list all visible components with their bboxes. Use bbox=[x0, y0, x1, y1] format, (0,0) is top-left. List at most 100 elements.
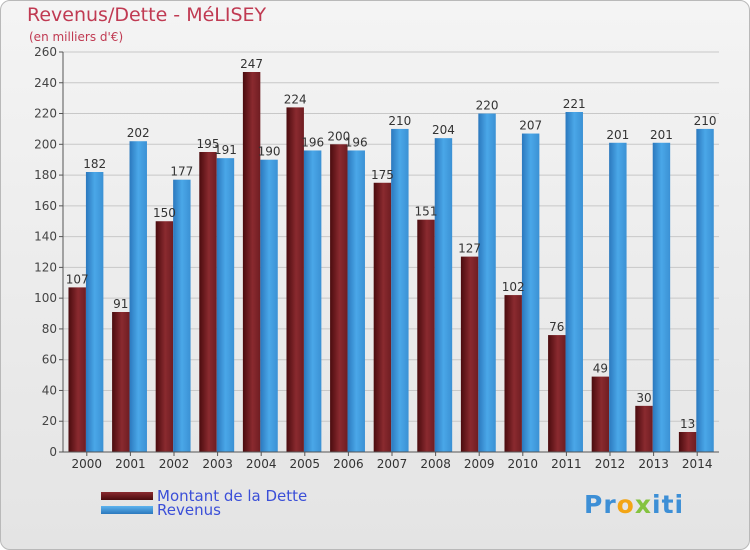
logo-letter: P bbox=[584, 490, 604, 519]
bar-dette bbox=[112, 312, 130, 452]
data-label: 220 bbox=[476, 99, 499, 113]
bar-dette bbox=[548, 335, 566, 452]
data-label: 221 bbox=[563, 97, 586, 111]
bar-revenus bbox=[260, 159, 278, 452]
bar-dette bbox=[635, 405, 653, 452]
data-label: 107 bbox=[66, 272, 89, 286]
x-tick-label: 2014 bbox=[682, 457, 713, 471]
bar-dette bbox=[373, 182, 392, 452]
data-label: 182 bbox=[83, 157, 106, 171]
data-label: 151 bbox=[415, 205, 438, 219]
data-label: 200 bbox=[327, 129, 350, 143]
data-label: 224 bbox=[284, 92, 307, 106]
bars bbox=[68, 72, 714, 453]
logo-letter: i bbox=[652, 490, 662, 519]
data-label: 210 bbox=[694, 114, 717, 128]
x-tick-label: 2000 bbox=[72, 457, 103, 471]
y-tick-label: 240 bbox=[34, 76, 57, 90]
data-label: 175 bbox=[371, 168, 394, 182]
y-tick-label: 260 bbox=[34, 45, 57, 59]
proxiti-logo: Proxiti bbox=[584, 490, 684, 519]
bar-revenus bbox=[565, 112, 583, 452]
bar-dette bbox=[591, 376, 610, 452]
y-tick-label: 220 bbox=[34, 107, 57, 121]
bar-dette bbox=[417, 219, 435, 452]
bar-revenus bbox=[609, 142, 627, 452]
bar-revenus bbox=[129, 141, 147, 452]
chart-title: Revenus/Dette - MéLISEY bbox=[27, 4, 267, 26]
y-tick-label: 180 bbox=[34, 168, 57, 182]
data-label: 91 bbox=[113, 297, 128, 311]
y-axis-ticks: 0 20 40 60 80 100 120 140 160 180 200 220 240 260 bbox=[34, 45, 63, 459]
bar-dette bbox=[68, 287, 86, 452]
data-label: 210 bbox=[388, 114, 411, 128]
x-axis-ticks: 2000 2001 2002 2003 2004 2005 2006 2007 2008 2009… bbox=[72, 452, 713, 471]
bar-revenus bbox=[391, 128, 409, 452]
bar-revenus bbox=[216, 158, 235, 452]
data-label: 196 bbox=[345, 135, 368, 149]
x-tick-label: 2002 bbox=[159, 457, 190, 471]
data-label: 204 bbox=[432, 123, 455, 137]
logo-letter: o bbox=[616, 490, 635, 519]
bar-dette bbox=[504, 295, 522, 452]
x-tick-label: 2001 bbox=[115, 457, 146, 471]
bar-revenus bbox=[303, 150, 322, 452]
data-label: 201 bbox=[606, 128, 629, 142]
data-label: 196 bbox=[301, 135, 324, 149]
data-label: 202 bbox=[127, 126, 150, 140]
data-label: 191 bbox=[214, 143, 237, 157]
logo-letter: r bbox=[603, 490, 617, 519]
bar-revenus bbox=[434, 138, 453, 452]
bar-dette bbox=[199, 152, 217, 452]
x-tick-label: 2008 bbox=[420, 457, 451, 471]
data-label: 207 bbox=[519, 119, 542, 133]
data-label: 177 bbox=[170, 165, 193, 179]
x-tick-label: 2005 bbox=[290, 457, 321, 471]
data-label: 195 bbox=[197, 137, 220, 151]
logo-letter: x bbox=[634, 490, 652, 519]
y-tick-label: 160 bbox=[34, 199, 57, 213]
x-tick-label: 2004 bbox=[246, 457, 277, 471]
bar-dette bbox=[460, 256, 479, 452]
data-label: 30 bbox=[636, 391, 651, 405]
legend-swatch-revenus bbox=[101, 506, 153, 514]
data-label: 76 bbox=[549, 320, 564, 334]
bar-revenus bbox=[85, 172, 104, 452]
data-label: 190 bbox=[258, 145, 281, 159]
bar-dette bbox=[155, 221, 174, 452]
y-tick-label: 100 bbox=[34, 291, 57, 305]
bar-dette bbox=[678, 432, 697, 452]
data-label: 13 bbox=[680, 417, 695, 431]
x-tick-label: 2007 bbox=[377, 457, 408, 471]
data-label: 102 bbox=[502, 280, 525, 294]
bar-dette bbox=[330, 144, 348, 453]
x-tick-label: 2013 bbox=[638, 457, 669, 471]
legend-swatch-debt bbox=[101, 492, 153, 500]
bar-revenus bbox=[347, 150, 365, 452]
x-tick-label: 2012 bbox=[595, 457, 626, 471]
y-tick-label: 120 bbox=[34, 260, 57, 274]
x-tick-label: 2003 bbox=[202, 457, 233, 471]
data-label: 49 bbox=[593, 362, 608, 376]
x-tick-label: 2009 bbox=[464, 457, 495, 471]
x-tick-label: 2011 bbox=[551, 457, 582, 471]
y-tick-label: 140 bbox=[34, 230, 57, 244]
y-tick-label: 20 bbox=[42, 414, 57, 428]
y-tick-label: 80 bbox=[42, 322, 57, 336]
bar-revenus bbox=[478, 113, 496, 453]
bar-revenus bbox=[521, 133, 540, 453]
bar-revenus bbox=[173, 179, 191, 452]
y-tick-label: 40 bbox=[42, 383, 57, 397]
data-label: 247 bbox=[240, 57, 263, 71]
bar-dette bbox=[242, 72, 261, 452]
bar-revenus bbox=[696, 128, 714, 452]
logo-letter: t bbox=[661, 490, 675, 519]
bar-revenus bbox=[652, 142, 671, 452]
legend-label-revenus: Revenus bbox=[157, 501, 221, 519]
legend-label-debt: Montant de la Dette bbox=[157, 487, 308, 505]
y-tick-label: 0 bbox=[49, 445, 57, 459]
logo-letter: i bbox=[674, 490, 685, 519]
